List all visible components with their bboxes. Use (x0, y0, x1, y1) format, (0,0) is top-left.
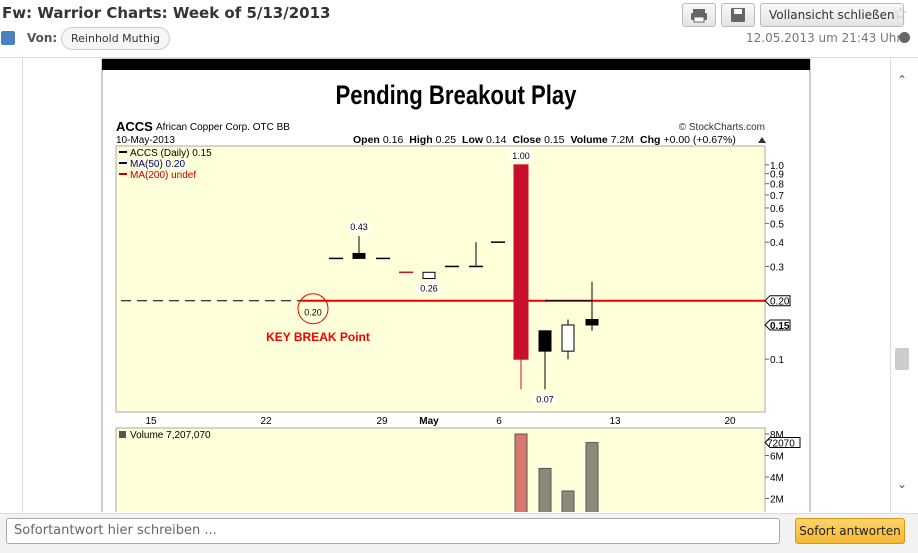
legend-entry: MA(200) undef (130, 170, 196, 181)
candle-body (585, 319, 599, 326)
scrollbar[interactable]: ⌃ ⌄ (895, 73, 909, 491)
from-label: Von: (27, 31, 58, 45)
break-label: KEY BREAK Point (266, 330, 370, 344)
quote-label: Volume (571, 134, 608, 146)
price-label-box (418, 282, 440, 294)
x-tick-label: 15 (145, 416, 157, 427)
y-tick-label: 1.0 (770, 161, 784, 172)
x-tick-label: 29 (376, 416, 388, 427)
star-icon[interactable]: ☆ (893, 4, 909, 24)
price-label-box (510, 149, 532, 161)
quote-label: Open (353, 134, 380, 146)
price-marker-label: 0.15 (770, 321, 790, 332)
divider (0, 57, 918, 58)
quote-label: Low (462, 134, 484, 146)
quote-value: 0.16 (383, 134, 404, 146)
content-border (22, 58, 23, 513)
y-tick-label: 6M (770, 452, 784, 463)
x-tick-label: 13 (609, 416, 621, 427)
x-tick-label: 22 (260, 416, 272, 427)
content-border (890, 58, 891, 513)
y-tick-label: 8M (770, 430, 784, 441)
quote-label: Close (512, 134, 541, 146)
y-tick-label: 0.4 (770, 238, 784, 249)
reply-button[interactable]: Sofort antworten (795, 518, 905, 544)
chart-title: Pending Breakout Play (336, 81, 577, 111)
price-label: 0.07 (536, 394, 554, 404)
save-button[interactable] (721, 3, 755, 27)
reply-input[interactable]: Sofortantwort hier schreiben ... (6, 518, 780, 544)
close-view-button[interactable]: Vollansicht schließen (760, 3, 904, 27)
quote-value: +0.00 (+0.67%) (663, 134, 735, 146)
x-tick-label: May (419, 416, 439, 427)
date: 12.05.2013 um 21:43 Uhr (746, 31, 902, 45)
y-tick-label: 0.7 (770, 191, 784, 202)
legend-entry: ACCS (Daily) 0.15 (130, 148, 212, 159)
volume-marker (764, 437, 801, 449)
quote-date: 10-May-2013 (116, 135, 175, 146)
quote-value: 0.14 (486, 134, 507, 146)
price-marker (764, 295, 791, 307)
break-value: 0.20 (304, 308, 322, 318)
quote-value: 0.25 (436, 134, 457, 146)
volume-label: Volume 7,207,070 (130, 430, 211, 441)
volume-pane (115, 427, 766, 512)
quote-label: High (409, 134, 432, 146)
volume-bar (514, 433, 528, 512)
change-arrow (758, 137, 766, 143)
price-label-box (534, 393, 556, 405)
x-tick-label: 6 (496, 416, 502, 427)
price-label: 0.26 (420, 284, 438, 294)
candle-body (561, 324, 575, 352)
volume-icon (119, 431, 126, 438)
price-marker (764, 319, 791, 331)
sender-chip[interactable]: Reinhold Muthig (61, 27, 170, 50)
quote-line: Open 0.16 High 0.25 Low 0.14 Close 0.15 Volume 7.… (353, 134, 736, 146)
image-bar (102, 59, 810, 70)
y-tick-label: 0.1 (770, 355, 784, 366)
y-tick-label: 0.6 (770, 204, 784, 215)
print-button[interactable] (682, 3, 716, 27)
y-tick-label: 2M (770, 495, 784, 506)
price-label: 1.00 (512, 151, 530, 161)
print-icon (691, 9, 707, 23)
break-circle (297, 293, 329, 325)
volume-bar (585, 442, 599, 512)
info-icon[interactable] (899, 32, 910, 43)
quote-value: 0.15 (544, 134, 565, 146)
source: © StockCharts.com (679, 122, 765, 133)
y-tick-label: 4M (770, 473, 784, 484)
x-tick-label: 20 (724, 416, 736, 427)
price-label: 0.43 (350, 222, 368, 232)
volume-marker-label: 72070 (767, 439, 795, 450)
price-marker-label: 0.20 (770, 297, 790, 308)
quote-label: Chg (640, 134, 660, 146)
quote-value: 7.2M (611, 134, 634, 146)
expand-icon[interactable] (1, 31, 15, 45)
volume-bar (561, 490, 575, 512)
y-tick-label: 0.9 (770, 170, 784, 181)
candle-body (513, 164, 529, 360)
y-tick-label: 0.8 (770, 180, 784, 191)
price-label-box (348, 221, 370, 233)
symbol: ACCS (116, 119, 153, 134)
candle-body (352, 252, 366, 259)
price-pane (115, 145, 766, 413)
candle-body (422, 271, 436, 280)
legend-entry: MA(50) 0.20 (130, 159, 185, 170)
y-tick-label: 0.3 (770, 262, 784, 273)
save-icon (731, 8, 745, 22)
volume-bar (538, 467, 552, 512)
y-tick-label: 0.5 (770, 219, 784, 230)
candle-body (538, 330, 552, 352)
subject: Fw: Warrior Charts: Week of 5/13/2013 (2, 4, 331, 22)
company: African Copper Corp. OTC BB (156, 122, 290, 133)
